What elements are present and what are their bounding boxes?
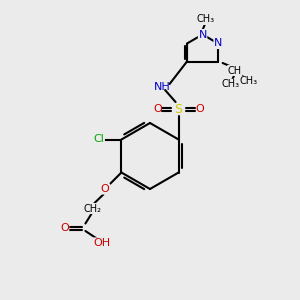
Text: CH₃: CH₃ [239,76,257,86]
Text: N: N [214,38,222,49]
Text: S: S [175,103,183,116]
Text: NH: NH [154,82,170,92]
Text: N: N [198,29,207,40]
Text: O: O [100,184,109,194]
Text: O: O [60,223,69,233]
Text: CH₃: CH₃ [196,14,214,25]
Text: O: O [195,104,204,115]
Text: O: O [153,104,162,115]
Text: OH: OH [93,238,110,248]
Text: CH₃: CH₃ [221,79,239,89]
Text: CH: CH [228,65,242,76]
Text: CH₂: CH₂ [84,203,102,214]
Text: Cl: Cl [94,134,104,145]
